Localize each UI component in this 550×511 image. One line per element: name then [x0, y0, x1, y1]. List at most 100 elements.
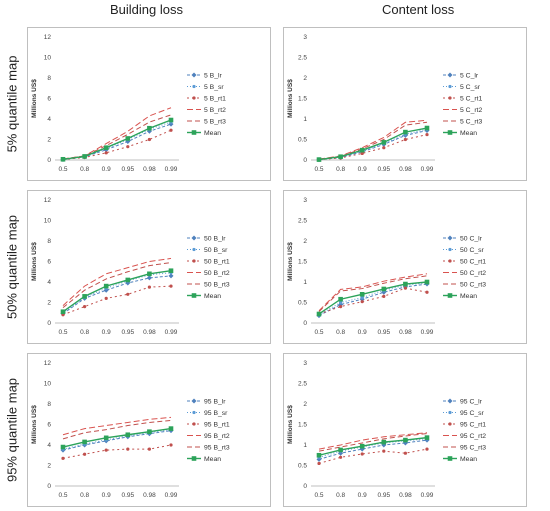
y-tick-label: 10: [44, 55, 52, 62]
series-line-lr: [62, 123, 172, 160]
y-tick-label: 0.5: [298, 463, 307, 470]
legend-marker-rt1: [448, 422, 452, 426]
data-point-lr: [125, 280, 131, 286]
data-point-mean: [82, 439, 87, 445]
x-tick-label: 0.95: [121, 329, 134, 336]
x-tick-label: 0.8: [80, 492, 89, 499]
series-line-sr: [62, 429, 172, 450]
data-point-mean: [147, 125, 152, 131]
data-point-rt1: [403, 451, 407, 455]
y-tick-label: 4: [47, 279, 51, 286]
legend-marker-lr: [191, 235, 197, 241]
y-tick-label: 0: [47, 483, 51, 490]
y-tick-label: 2.5: [298, 55, 307, 62]
x-tick-label: 0.5: [314, 166, 323, 173]
data-point-mean: [338, 154, 343, 160]
data-point-lr: [146, 275, 152, 281]
data-point-rt1: [126, 447, 130, 451]
legend-label: 95 B_rt2: [204, 433, 230, 440]
legend-label: Mean: [460, 130, 477, 137]
data-point-rt1: [147, 285, 151, 289]
legend-marker-lr: [447, 235, 453, 241]
data-point-mean: [424, 435, 430, 440]
y-tick-label: 8: [47, 401, 51, 408]
data-point-mean: [381, 286, 387, 292]
legend-label: 5 C_rt3: [460, 118, 483, 125]
legend-marker-lr: [447, 72, 453, 78]
data-point-rt1: [317, 461, 321, 466]
y-tick-label: 1.5: [298, 422, 307, 429]
x-tick-label: 0.99: [165, 492, 178, 499]
data-point-mean: [60, 156, 66, 162]
legend-label: 5 B_sr: [204, 84, 224, 91]
data-point-rt1: [126, 145, 130, 149]
data-point-rt1: [339, 455, 343, 459]
x-tick-label: 0.95: [377, 166, 390, 173]
data-point-mean: [82, 154, 87, 159]
x-tick-label: 0.8: [80, 166, 89, 173]
y-tick-label: 2: [303, 401, 307, 408]
chart-content-95pct: Millions US$ 0 0.5 1 1.5 2 2.5 3 0.5 0.8 0.9 0.95 0.…: [283, 353, 527, 507]
data-point-mean: [168, 268, 174, 274]
x-tick-label: 0.99: [165, 166, 178, 173]
x-tick-label: 0.95: [121, 166, 134, 173]
y-tick-label: 8: [47, 75, 51, 82]
y-axis-label: Millions US$: [31, 242, 38, 281]
legend-marker-sr: [192, 410, 196, 415]
row-title-5pct: 5% quantile map: [4, 55, 20, 153]
data-point-mean: [424, 125, 430, 131]
legend-label: 95 C_lr: [460, 398, 483, 405]
data-point-rt1: [147, 447, 151, 451]
x-tick-label: 0.98: [399, 492, 412, 499]
x-tick-label: 0.5: [58, 329, 67, 336]
legend-label: 95 B_rt3: [204, 444, 230, 451]
legend-label: 5 B_rt1: [204, 95, 226, 102]
data-point-sr: [339, 300, 343, 305]
data-point-rt1: [169, 128, 173, 132]
y-tick-label: 2.5: [298, 218, 307, 225]
data-point-mean: [82, 294, 87, 299]
y-tick-label: 6: [47, 259, 51, 266]
legend-marker-rt1: [192, 96, 196, 100]
data-point-rt1: [104, 296, 108, 300]
y-axis-label: Millions US$: [287, 242, 294, 281]
data-point-rt1: [382, 294, 386, 298]
legend-label: 95 C_rt3: [460, 444, 486, 451]
x-tick-label: 0.5: [314, 492, 323, 499]
legend-label: 50 C_rt2: [460, 270, 486, 277]
y-tick-label: 12: [44, 34, 52, 41]
x-tick-label: 0.9: [358, 329, 367, 336]
x-tick-label: 0.95: [121, 492, 134, 499]
data-point-rt1: [169, 284, 173, 288]
series-line-rt1: [62, 129, 172, 160]
legend-label: 5 C_sr: [460, 84, 481, 91]
data-point-mean: [316, 157, 322, 162]
series-line-mean: [62, 119, 172, 160]
x-tick-label: 0.9: [358, 166, 367, 173]
data-point-rt1: [83, 305, 87, 309]
series-line-mean: [318, 436, 428, 456]
y-tick-label: 0.5: [298, 300, 307, 307]
series-line-mean: [318, 281, 428, 315]
legend-label: Mean: [204, 293, 221, 300]
data-point-rt1: [425, 447, 429, 451]
y-tick-label: 8: [47, 238, 51, 245]
x-tick-label: 0.8: [336, 329, 345, 336]
series-line-mean: [62, 270, 172, 313]
legend-label: 95 C_rt1: [460, 421, 486, 428]
x-tick-label: 0.8: [336, 492, 345, 499]
legend-marker-sr: [192, 247, 196, 252]
legend-label: 50 C_rt1: [460, 258, 486, 265]
x-tick-label: 0.98: [143, 492, 156, 499]
legend-marker-mean: [191, 130, 197, 135]
panel-border: [283, 190, 527, 344]
data-point-mean: [381, 140, 387, 145]
data-point-lr: [168, 273, 174, 279]
y-tick-label: 1.5: [298, 96, 307, 103]
chart-content-50pct: Millions US$ 0 0.5 1 1.5 2 2.5 3 0.5 0.8 0.9 0.95 0.…: [283, 190, 527, 344]
data-point-mean: [125, 277, 131, 283]
data-point-mean: [359, 292, 365, 297]
data-point-mean: [338, 447, 343, 453]
y-axis-label: Millions US$: [31, 405, 38, 444]
legend-label: 50 C_lr: [460, 235, 483, 242]
